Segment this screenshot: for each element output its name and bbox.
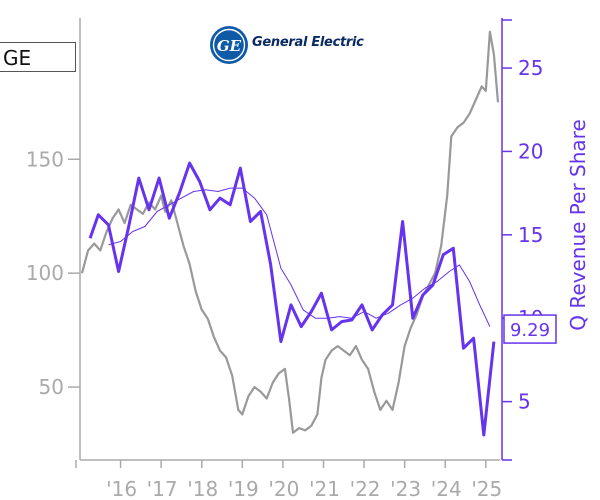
right-axis-label: Q Revenue Per Share [566, 119, 590, 331]
last-value-label: 9.29 [510, 320, 550, 341]
logo-name: General Electric [252, 35, 364, 50]
left-tick-label: 150 [26, 147, 64, 171]
series-layer [80, 30, 500, 437]
x-tick-label: '18 [187, 477, 218, 500]
left-axis: 50 100 150 [26, 18, 81, 460]
x-tick-label: '17 [147, 477, 178, 500]
x-tick-label: '22 [350, 477, 381, 500]
x-tick-label: '25 [471, 477, 502, 500]
x-tick-label: '16 [106, 477, 137, 500]
right-tick-label: 25 [518, 56, 543, 80]
x-tick-label: '21 [309, 477, 340, 500]
right-axis: 510152025 [501, 18, 543, 461]
svg-text:GE: GE [217, 37, 242, 55]
x-tick-label: '19 [228, 477, 259, 500]
price-line [80, 30, 500, 434]
x-tick-label: '24 [431, 477, 462, 500]
right-tick-label: 20 [518, 139, 543, 163]
x-tick-label: '20 [268, 477, 299, 500]
ticker-label: GE [3, 46, 32, 70]
last-value-box: 9.29 [503, 314, 557, 344]
company-logo: GE General Electric [209, 25, 379, 65]
left-tick-label: 50 [39, 375, 64, 399]
x-tick-label: '23 [390, 477, 421, 500]
left-tick-label: 100 [26, 261, 64, 285]
ge-monogram-icon: GE [210, 26, 248, 64]
revenue-average-line [108, 187, 491, 327]
right-tick-label: 5 [518, 390, 531, 414]
x-axis: '16 '17 '18 '19 '20 '21 '22 '23 '24 '25 [75, 459, 502, 500]
revenue-line [88, 161, 496, 437]
right-tick-label: 15 [518, 223, 543, 247]
ticker-box: GE [0, 42, 76, 72]
